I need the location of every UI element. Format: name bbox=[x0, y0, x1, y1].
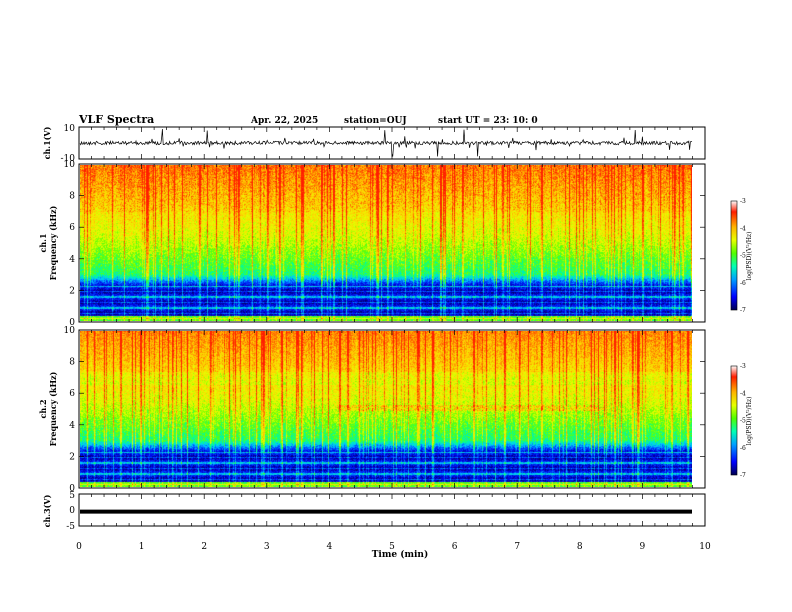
y-tick-label: 8 bbox=[69, 192, 75, 202]
station-label: station=OUJ bbox=[344, 116, 407, 126]
ch2-colorbar-label: log(PSD)(V²/Hz) bbox=[746, 397, 753, 446]
y-tick-label: 6 bbox=[69, 389, 75, 399]
colorbar-tick-label: -5 bbox=[740, 418, 746, 425]
y-tick-label: 10 bbox=[64, 326, 76, 336]
x-tick-label: 10 bbox=[699, 542, 711, 552]
ch1-spec-ylabel-channel: ch.1 bbox=[38, 233, 48, 252]
ch3-ytick-bottom: -5 bbox=[66, 522, 75, 532]
x-tick-label: 7 bbox=[514, 542, 520, 552]
ch1-spectrogram-ticks bbox=[78, 164, 706, 322]
ch1-colorbar-label: log(PSD)(V²/Hz) bbox=[746, 232, 753, 281]
ch2-colorbar bbox=[730, 365, 738, 476]
y-tick-label: 0 bbox=[69, 318, 75, 328]
ch1-ytick-top: 10 bbox=[64, 124, 76, 134]
x-tick-label: 9 bbox=[640, 542, 646, 552]
ch1-spec-ylabel-frequency: Frequency (kHz) bbox=[48, 205, 58, 280]
colorbar-tick-label: -4 bbox=[740, 390, 746, 397]
ch2-spectrogram-yticks: 0 2 4 6 8 10 bbox=[64, 326, 705, 494]
ch1-ytick-bottom: -10 bbox=[61, 154, 76, 164]
x-axis-label: Time (min) bbox=[372, 549, 429, 560]
x-axis-tick-labels: 0 1 2 3 4 5 6 7 8 9 10 bbox=[76, 542, 711, 552]
ch1-waveform-line bbox=[79, 128, 693, 157]
y-tick-label: 2 bbox=[69, 452, 75, 462]
y-tick-label: 2 bbox=[69, 286, 75, 296]
colorbar-tick-label: -6 bbox=[740, 445, 746, 452]
colorbar-tick-label: -4 bbox=[740, 225, 746, 232]
x-tick-label: 5 bbox=[389, 542, 395, 552]
ch1-colorbar bbox=[730, 200, 738, 311]
colorbar-tick-label: -7 bbox=[740, 472, 746, 479]
ch2-spectrogram-ticks bbox=[78, 330, 706, 488]
y-tick-label: 6 bbox=[69, 223, 75, 233]
x-tick-label: 6 bbox=[452, 542, 458, 552]
ch3-ylabel: ch.3(V) bbox=[42, 494, 52, 527]
x-tick-label: 2 bbox=[201, 542, 207, 552]
ch1-colorbar-ticks: -3 -4 -5 -6 -7 bbox=[740, 198, 746, 314]
ch3-waveform-ticks bbox=[78, 494, 706, 526]
colorbar-tick-label: -3 bbox=[740, 198, 746, 205]
colorbar-tick-label: -6 bbox=[740, 280, 746, 287]
start-time-label: start UT = 23: 10: 0 bbox=[438, 116, 538, 126]
ch1-spectrogram-yticks: 0 2 4 6 8 10 bbox=[64, 160, 705, 328]
x-tick-label: 1 bbox=[139, 542, 145, 552]
ch2-colorbar-ticks: -3 -4 -5 -6 -7 bbox=[740, 363, 746, 479]
ch3-ytick-middle: 0 bbox=[69, 506, 75, 516]
y-tick-label: 8 bbox=[69, 358, 75, 368]
colorbar-tick-label: -7 bbox=[740, 307, 746, 314]
y-tick-label: 4 bbox=[69, 421, 75, 431]
figure-title: VLF Spectra bbox=[78, 113, 154, 126]
x-tick-label: 8 bbox=[577, 542, 583, 552]
x-tick-label: 3 bbox=[264, 542, 270, 552]
x-tick-label: 4 bbox=[327, 542, 333, 552]
y-tick-label: 4 bbox=[69, 255, 75, 265]
x-tick-label: 0 bbox=[76, 542, 82, 552]
ch2-spectrogram-image bbox=[80, 331, 692, 487]
y-tick-label: 0 bbox=[69, 484, 75, 494]
ch1-waveform-panel: 10 -10 ch.1(V) bbox=[42, 124, 706, 164]
ch2-spec-ylabel-channel: ch.2 bbox=[38, 399, 48, 418]
y-tick-label: 10 bbox=[64, 160, 76, 170]
colorbar-tick-label: -5 bbox=[740, 253, 746, 260]
ch3-waveform-panel: 5 0 -5 ch.3(V) bbox=[42, 491, 706, 532]
ch1-waveform-ticks bbox=[78, 127, 706, 159]
ch1-ylabel: ch.1(V) bbox=[42, 126, 52, 159]
ch1-spectrogram-image bbox=[80, 165, 692, 321]
colorbar-tick-label: -3 bbox=[740, 363, 746, 370]
ch2-spec-ylabel-frequency: Frequency (kHz) bbox=[48, 371, 58, 446]
date-label: Apr. 22, 2025 bbox=[250, 116, 318, 126]
ch3-ytick-top: 5 bbox=[69, 491, 75, 501]
